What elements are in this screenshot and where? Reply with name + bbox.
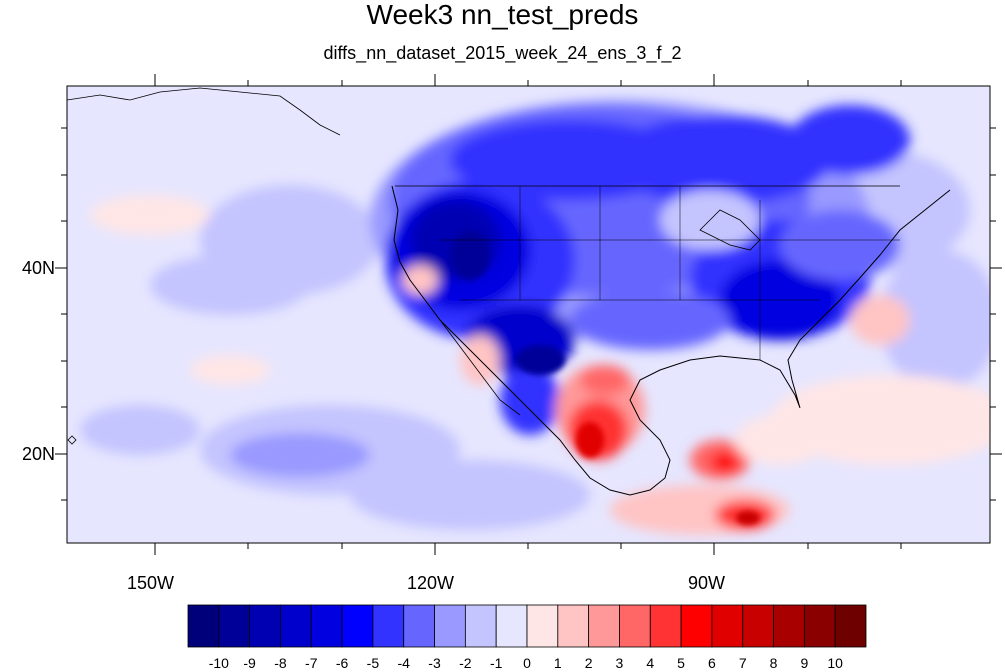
lon-label-150w: 150W	[127, 573, 175, 593]
colorbar-tick-label: -10	[208, 655, 229, 671]
lat-label-40n: 40N	[22, 258, 56, 278]
colorbar-tick-label: -4	[397, 655, 410, 671]
colorbar-tick-label: -1	[489, 655, 503, 671]
colorbar-tick-label: 9	[800, 655, 809, 671]
colorbar-tick-label: 1	[553, 655, 562, 671]
colorbar-tick-label: -6	[335, 655, 349, 671]
colorbar-tick-label: -5	[366, 655, 380, 671]
colorbar-tick-label: 0	[523, 655, 531, 671]
colorbar-tick-label: -7	[305, 655, 318, 671]
colorbar-tick-label: 3	[615, 655, 624, 671]
map-title: Week3 nn_test_preds	[366, 0, 639, 30]
lon-label-120w: 120W	[407, 573, 455, 593]
map-field	[67, 86, 990, 543]
colorbar-tick-label: 6	[708, 655, 716, 671]
colorbar-tick-label: -8	[274, 655, 287, 671]
colorbar-tick-label: 5	[677, 655, 685, 671]
colorbar-tick-label: 4	[646, 655, 655, 671]
colorbar-tick-label: 2	[584, 655, 593, 671]
map-subtitle: diffs_nn_dataset_2015_week_24_ens_3_f_2	[323, 43, 682, 63]
lat-label-20n: 20N	[22, 444, 56, 464]
colorbar-tick-label: 7	[738, 655, 747, 671]
colorbar-tick-label: -3	[428, 655, 441, 671]
colorbar-tick-label: 10	[827, 655, 843, 671]
colorbar-tick-label: -9	[243, 655, 256, 671]
colorbar-tick-label: 8	[769, 655, 778, 671]
colorbar-tick-label: -2	[459, 655, 472, 671]
lon-label-90w: 90W	[688, 573, 726, 593]
